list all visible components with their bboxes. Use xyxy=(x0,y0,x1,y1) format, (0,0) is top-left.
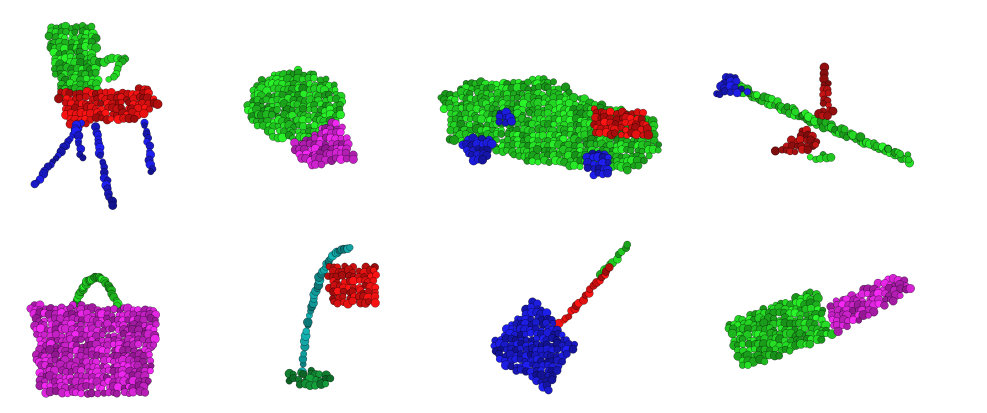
car-svg xyxy=(437,75,663,180)
knife-svg xyxy=(724,273,915,369)
car-wheel-2 xyxy=(582,149,613,180)
chair-leg-4 xyxy=(71,120,87,162)
knife-pointcloud xyxy=(715,206,961,412)
cap-visor xyxy=(290,118,358,170)
guitar-body xyxy=(490,297,579,395)
airplane-pointcloud xyxy=(700,0,946,206)
cap-svg xyxy=(243,65,358,170)
car-pointcloud xyxy=(430,0,676,206)
lamp-arm xyxy=(297,244,354,377)
bag-svg xyxy=(26,272,161,398)
car-wheel-1 xyxy=(458,133,497,166)
bag-pointcloud xyxy=(0,206,246,412)
chair-svg xyxy=(30,21,163,210)
guitar-pointcloud xyxy=(470,206,716,412)
chair-leg-3 xyxy=(140,118,157,176)
airplane-engine xyxy=(806,151,836,164)
chair-seat xyxy=(54,84,163,129)
airplane-fuselage xyxy=(734,81,915,168)
chair-back xyxy=(44,21,103,100)
car-hood xyxy=(590,105,654,140)
airplane-svg xyxy=(713,62,915,168)
car-wheel-3 xyxy=(495,107,516,127)
guitar-svg xyxy=(490,240,632,395)
knife-blade xyxy=(724,288,837,369)
bag-body xyxy=(26,300,161,398)
airplane-wing-near xyxy=(770,125,821,156)
chair-back-arm xyxy=(89,53,130,83)
chair-leg-2 xyxy=(90,122,118,210)
airplane-wing-far xyxy=(814,62,838,121)
lamp-pointcloud xyxy=(230,206,476,412)
knife-handle xyxy=(826,273,915,337)
lamp-base xyxy=(284,366,335,391)
guitar-headstock xyxy=(595,240,632,280)
lamp-shade xyxy=(324,262,380,309)
airplane-tail xyxy=(713,73,752,99)
chair-pointcloud xyxy=(0,0,246,210)
cap-pointcloud xyxy=(230,0,476,206)
lamp-svg xyxy=(284,244,380,391)
